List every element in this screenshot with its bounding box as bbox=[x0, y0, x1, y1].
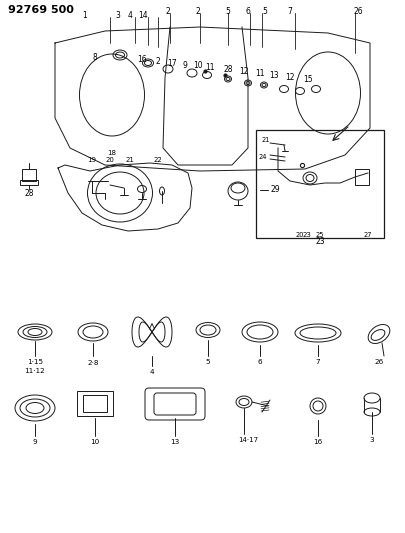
Text: 12: 12 bbox=[239, 67, 249, 76]
Text: 2: 2 bbox=[196, 6, 200, 15]
Text: 2: 2 bbox=[156, 56, 160, 66]
Text: 14·17: 14·17 bbox=[238, 437, 258, 443]
Text: 21: 21 bbox=[262, 137, 270, 143]
Text: 28: 28 bbox=[24, 189, 34, 198]
Text: 2: 2 bbox=[166, 6, 171, 15]
Bar bbox=[83, 395, 107, 412]
Text: 10: 10 bbox=[90, 439, 100, 445]
Bar bbox=[355, 169, 369, 185]
Text: 5: 5 bbox=[206, 359, 210, 365]
Text: 3: 3 bbox=[115, 11, 120, 20]
Text: 11: 11 bbox=[205, 62, 215, 71]
Bar bbox=[22, 169, 36, 181]
Text: 10: 10 bbox=[193, 61, 203, 70]
Text: 92769 500: 92769 500 bbox=[8, 5, 74, 15]
Text: 15: 15 bbox=[303, 75, 313, 84]
Text: 8: 8 bbox=[93, 52, 97, 61]
Text: 22: 22 bbox=[153, 157, 162, 163]
Text: 5: 5 bbox=[226, 6, 230, 15]
Text: 23: 23 bbox=[303, 232, 311, 238]
Text: 18: 18 bbox=[107, 150, 117, 156]
Text: 9: 9 bbox=[183, 61, 188, 69]
Text: 1: 1 bbox=[83, 11, 87, 20]
Text: 2·8: 2·8 bbox=[87, 360, 99, 366]
Text: 9: 9 bbox=[33, 439, 37, 445]
Text: 16: 16 bbox=[137, 54, 147, 63]
Text: 17: 17 bbox=[167, 59, 177, 68]
Text: 20: 20 bbox=[106, 157, 115, 163]
Bar bbox=[256, 130, 384, 238]
Text: 24: 24 bbox=[259, 154, 267, 160]
Text: 7: 7 bbox=[315, 359, 320, 365]
Text: 13: 13 bbox=[269, 70, 279, 79]
Text: 12: 12 bbox=[285, 72, 295, 82]
Text: 7: 7 bbox=[288, 6, 292, 15]
Text: 21: 21 bbox=[126, 157, 134, 163]
Text: 14: 14 bbox=[138, 11, 148, 20]
Text: 20: 20 bbox=[296, 232, 304, 238]
Text: 26: 26 bbox=[353, 6, 363, 15]
Text: 28: 28 bbox=[223, 64, 233, 74]
Text: 4: 4 bbox=[150, 369, 154, 375]
Text: 6: 6 bbox=[245, 6, 250, 15]
Text: 13: 13 bbox=[171, 439, 180, 445]
Bar bbox=[77, 391, 113, 416]
Text: 6: 6 bbox=[258, 359, 262, 365]
Text: 27: 27 bbox=[364, 232, 372, 238]
Text: 23: 23 bbox=[315, 237, 325, 246]
Text: 5: 5 bbox=[262, 6, 267, 15]
Bar bbox=[20, 180, 38, 185]
Text: 4: 4 bbox=[128, 11, 132, 20]
Text: 29: 29 bbox=[270, 185, 280, 195]
Text: 16: 16 bbox=[313, 439, 323, 445]
Text: 1·15: 1·15 bbox=[27, 359, 43, 365]
Text: 11: 11 bbox=[255, 69, 265, 77]
Text: 26: 26 bbox=[374, 359, 384, 365]
Text: 19: 19 bbox=[87, 157, 96, 163]
Text: 11·12: 11·12 bbox=[25, 368, 45, 374]
Text: 3: 3 bbox=[370, 437, 374, 443]
Text: 25: 25 bbox=[316, 232, 324, 238]
